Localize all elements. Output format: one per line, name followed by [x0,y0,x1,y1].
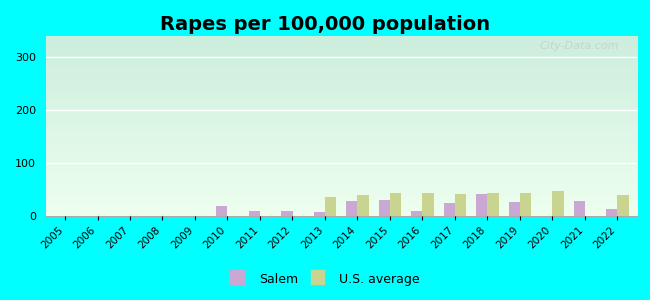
Bar [573,201,585,216]
Bar [313,212,325,216]
Bar [390,193,401,216]
Bar [508,202,520,216]
Bar [520,193,531,216]
Bar [346,201,358,216]
Bar [488,193,499,216]
Legend: Salem, U.S. average: Salem, U.S. average [225,268,425,291]
Bar [455,194,466,216]
Text: City-Data.com: City-Data.com [540,41,619,51]
Text: Rapes per 100,000 population: Rapes per 100,000 population [160,15,490,34]
Bar [443,203,455,216]
Bar [216,206,228,216]
Bar [325,197,337,216]
Bar [422,193,434,216]
Bar [606,208,618,216]
Bar [248,211,260,216]
Bar [411,211,422,216]
Bar [378,200,390,216]
Bar [476,194,488,216]
Bar [281,211,292,216]
Bar [552,191,564,216]
Bar [358,195,369,216]
Bar [618,195,629,216]
